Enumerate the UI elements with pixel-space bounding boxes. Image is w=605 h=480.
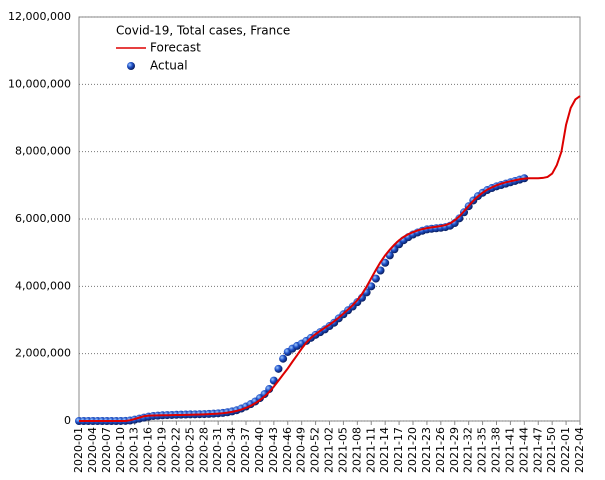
x-tick-label: 2020-25 xyxy=(183,427,196,473)
x-tick-label: 2021-20 xyxy=(406,427,419,473)
x-tick-label: 2020-01 xyxy=(72,427,85,473)
x-tick-label: 2021-17 xyxy=(392,427,405,473)
y-tick-label: 2,000,000 xyxy=(15,347,71,360)
x-tick-label: 2021-26 xyxy=(434,427,447,473)
x-tick-label: 2020-46 xyxy=(281,427,294,473)
y-tick-label: 8,000,000 xyxy=(15,145,71,158)
actual-point xyxy=(260,390,269,399)
chart-title: Covid-19, Total cases, France xyxy=(116,24,290,38)
x-tick-label: 2020-07 xyxy=(100,427,113,473)
x-tick-label: 2021-11 xyxy=(364,427,377,473)
x-tick-label: 2020-31 xyxy=(211,427,224,473)
legend-swatch xyxy=(127,62,135,70)
x-tick-label: 2020-16 xyxy=(142,427,155,473)
actual-point xyxy=(274,364,283,373)
actual-point xyxy=(367,282,376,291)
legend-label: Actual xyxy=(150,59,188,73)
x-tick-label: 2020-43 xyxy=(267,427,280,473)
x-tick-label: 2021-05 xyxy=(336,427,349,473)
x-tick-label: 2021-44 xyxy=(517,427,530,473)
x-tick-label: 2020-28 xyxy=(197,427,210,473)
x-tick-label: 2020-37 xyxy=(239,427,252,473)
x-tick-label: 2021-47 xyxy=(531,427,544,473)
legend-label: Forecast xyxy=(150,41,201,55)
x-tick-label: 2020-10 xyxy=(114,427,127,473)
x-tick-label: 2022-04 xyxy=(573,427,586,473)
x-tick-label: 2020-22 xyxy=(169,427,182,473)
x-tick-label: 2021-08 xyxy=(350,427,363,473)
x-tick-label: 2020-52 xyxy=(309,427,322,473)
x-tick-label: 2020-40 xyxy=(253,427,266,473)
x-tick-label: 2020-34 xyxy=(225,427,238,473)
x-tick-label: 2020-49 xyxy=(295,427,308,473)
x-tick-label: 2021-14 xyxy=(378,427,391,473)
x-tick-label: 2021-35 xyxy=(476,427,489,473)
actual-point xyxy=(381,258,390,267)
actual-point xyxy=(371,274,380,283)
x-tick-label: 2021-32 xyxy=(462,427,475,473)
y-tick-label: 10,000,000 xyxy=(8,77,71,90)
actual-point xyxy=(376,266,385,275)
x-tick-label: 2021-41 xyxy=(503,427,516,473)
actual-point xyxy=(455,214,464,223)
x-tick-label: 2020-13 xyxy=(128,427,141,473)
y-tick-label: 6,000,000 xyxy=(15,212,71,225)
x-tick-label: 2021-50 xyxy=(545,427,558,473)
x-tick-label: 2021-23 xyxy=(420,427,433,473)
x-tick-label: 2021-02 xyxy=(323,427,336,473)
x-tick-label: 2020-19 xyxy=(156,427,169,473)
y-tick-label: 0 xyxy=(64,414,71,427)
actual-point xyxy=(279,354,288,363)
x-tick-label: 2021-29 xyxy=(448,427,461,473)
y-tick-label: 12,000,000 xyxy=(8,10,71,23)
x-tick-label: 2022-01 xyxy=(559,427,572,473)
x-tick-label: 2020-04 xyxy=(86,427,99,473)
forecast-line xyxy=(79,95,581,422)
x-tick-label: 2021-38 xyxy=(490,427,503,473)
y-tick-label: 4,000,000 xyxy=(15,279,71,292)
